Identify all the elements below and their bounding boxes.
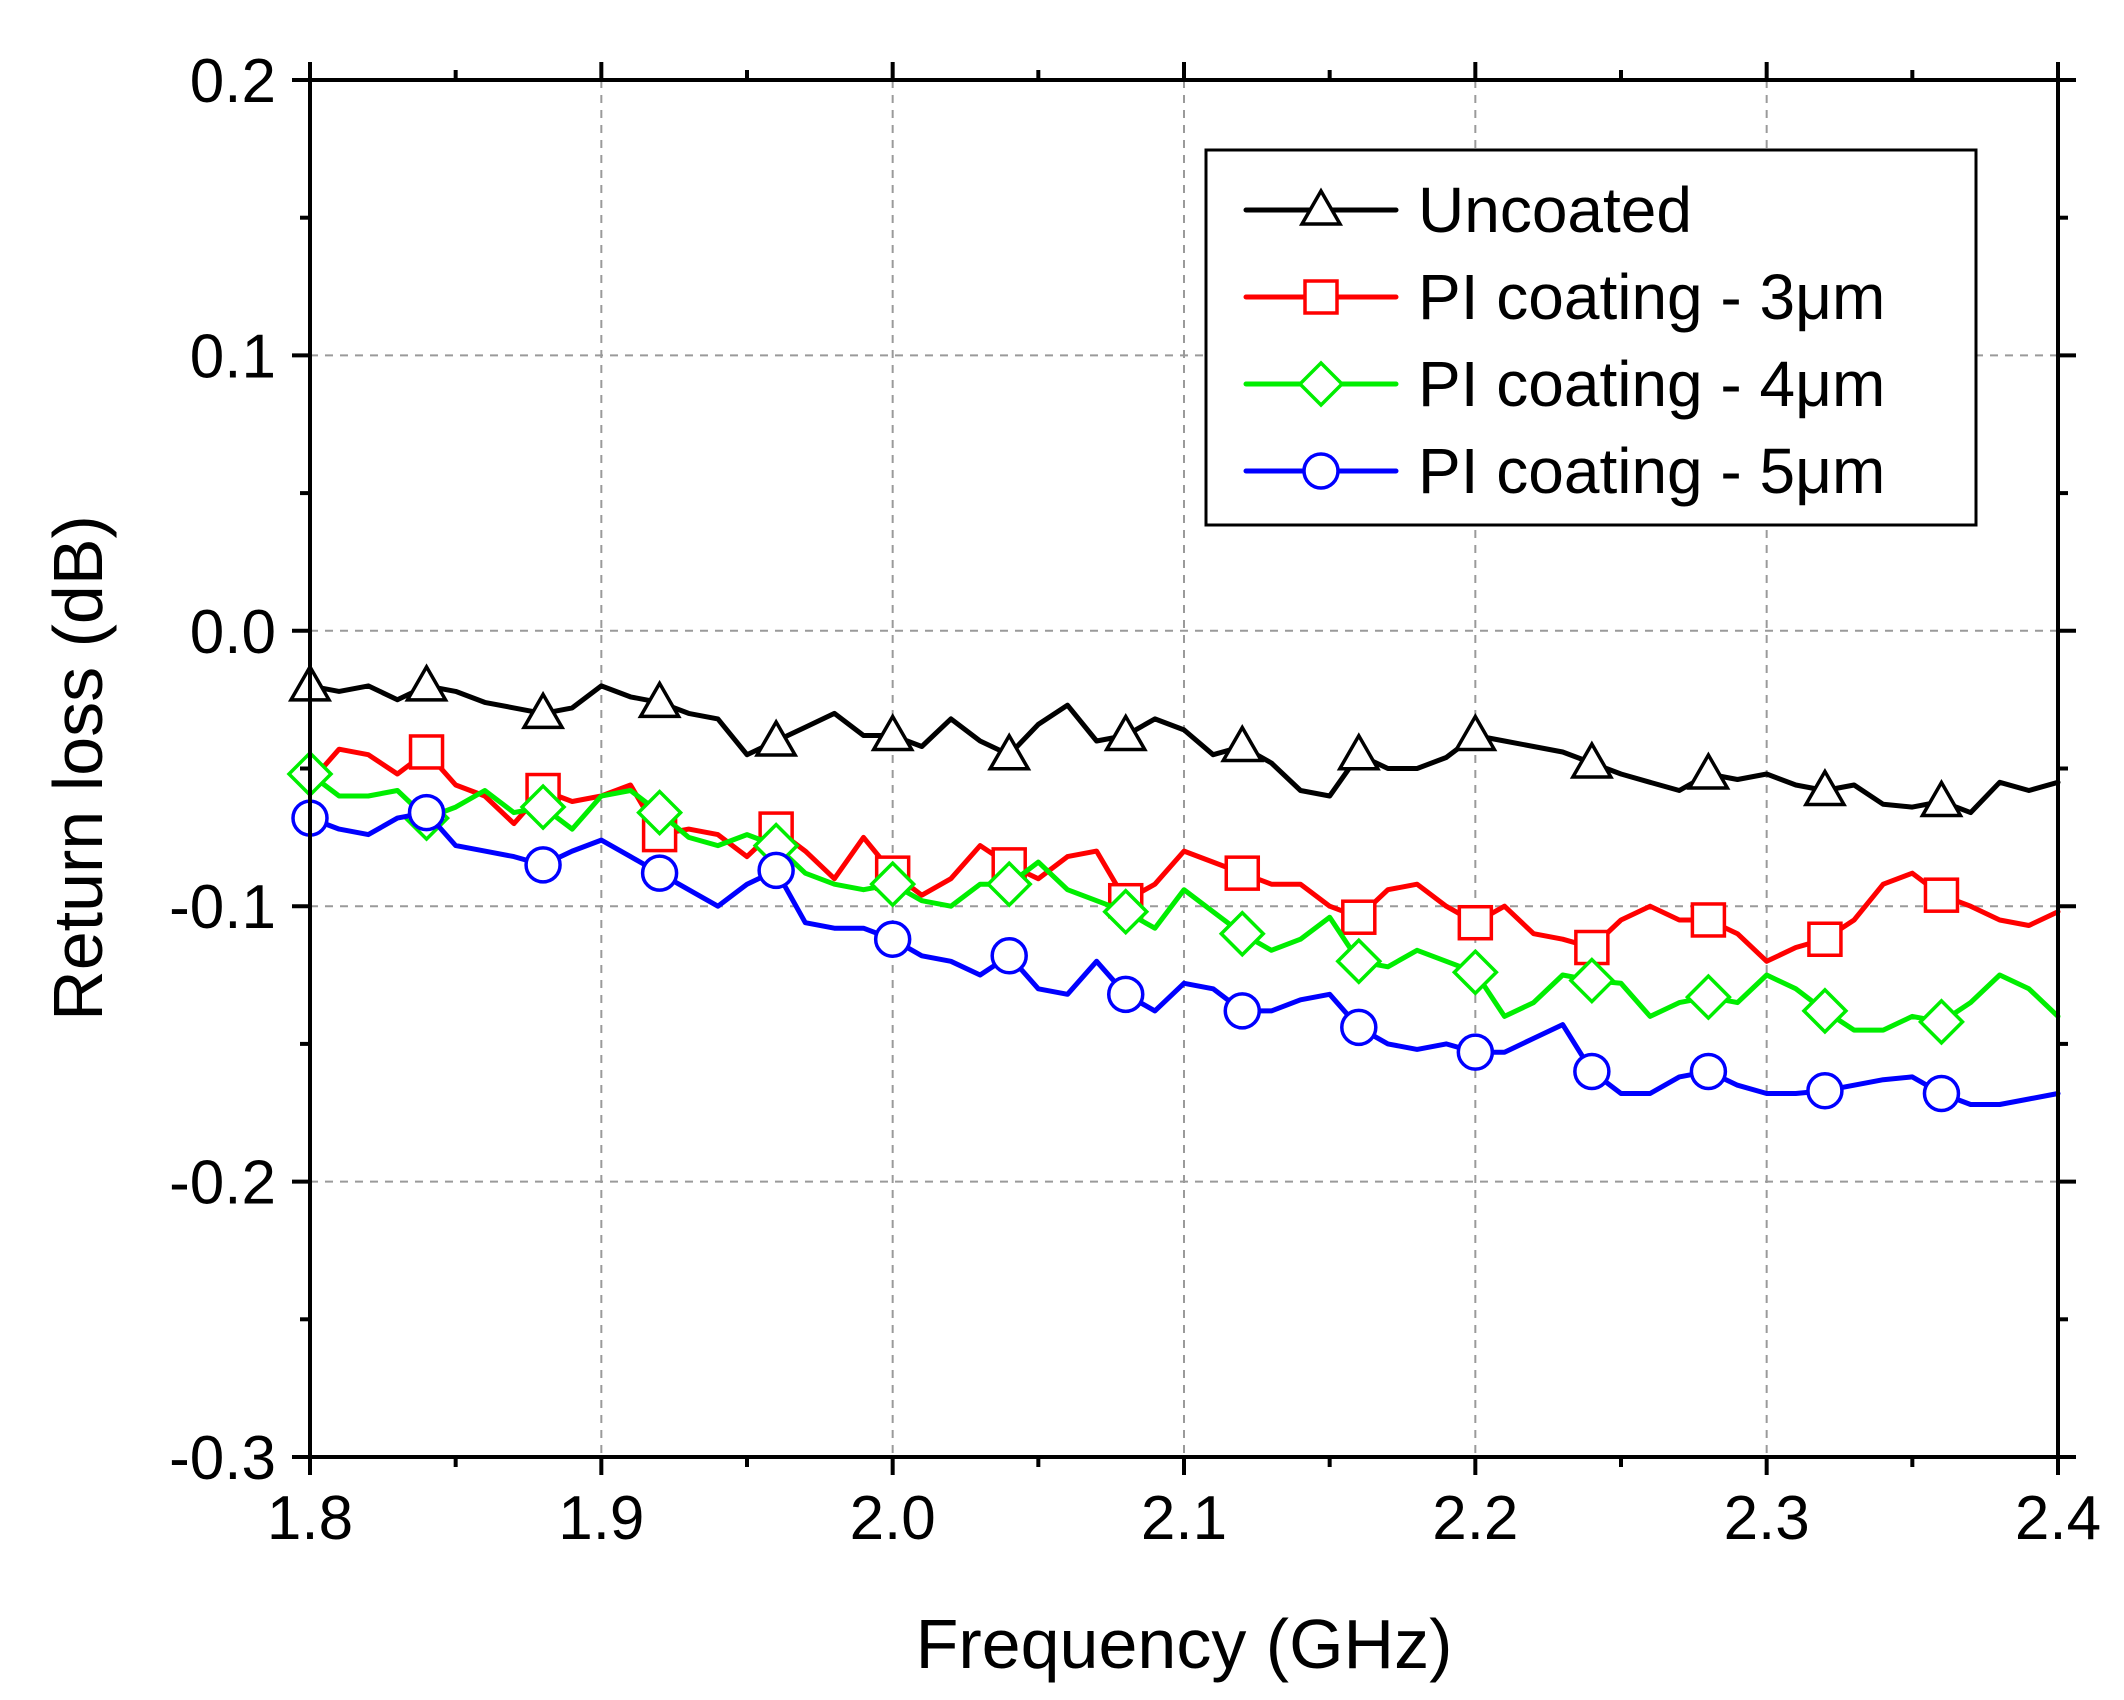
series-3-marker — [1102, 888, 1150, 936]
legend-item: PI coating - 5μm — [1243, 435, 1885, 507]
legend-item: PI coating - 4μm — [1243, 348, 1885, 420]
series-1-marker — [1220, 723, 1265, 763]
series-3 — [286, 750, 2061, 1046]
series-3-marker — [1218, 910, 1266, 958]
axis-ticks — [292, 62, 2076, 1475]
legend-item: PI coating - 3μm — [1243, 261, 1885, 333]
series-4-marker — [990, 937, 1028, 975]
series-4-marker — [1223, 992, 1262, 1030]
series-2-marker — [1923, 877, 1960, 913]
series-1-marker — [1686, 751, 1731, 790]
series-3-marker — [1568, 957, 1616, 1005]
series-1-marker — [521, 690, 566, 730]
series-1 — [287, 663, 2061, 818]
series-4-marker — [1340, 1008, 1378, 1047]
x-tick-label: 1.9 — [558, 1484, 644, 1553]
legend-marker — [1298, 187, 1344, 226]
series-4-marker — [1689, 1052, 1728, 1091]
series-4-marker — [1106, 975, 1145, 1014]
series-4-marker — [1573, 1052, 1611, 1091]
series-layer — [286, 663, 2061, 1113]
series-1-marker — [870, 712, 915, 752]
x-tick-label: 2.0 — [850, 1484, 936, 1553]
series-2-marker — [1807, 921, 1843, 957]
x-tick-label: 1.8 — [267, 1484, 353, 1553]
series-3-marker — [985, 860, 1033, 908]
series-1-marker — [1919, 779, 1964, 818]
series-3-marker — [636, 789, 684, 837]
series-2-marker — [408, 734, 445, 770]
x-tick-label: 2.3 — [1724, 1484, 1810, 1553]
y-tick-label: -0.1 — [169, 873, 276, 942]
x-tick-label: 2.4 — [2015, 1484, 2101, 1553]
x-tick-label: 2.1 — [1141, 1484, 1227, 1553]
y-axis-title: Return loss (dB) — [39, 515, 117, 1021]
series-3-marker — [1801, 987, 1849, 1035]
legend-label: PI coating - 5μm — [1418, 435, 1885, 507]
series-4-marker — [524, 846, 562, 884]
y-tick-label: 0.2 — [190, 47, 276, 116]
series-4 — [291, 793, 2061, 1113]
series-4-marker — [1922, 1074, 1961, 1113]
x-tick-label: 2.2 — [1432, 1484, 1518, 1553]
series-2-marker — [1224, 855, 1261, 891]
legend-label: Uncoated — [1418, 174, 1692, 246]
legend-marker — [1302, 452, 1340, 490]
series-3-marker — [519, 783, 567, 831]
series-2-marker — [1457, 904, 1494, 941]
series-1-marker — [1453, 712, 1498, 752]
legend-marker — [1297, 360, 1345, 408]
series-3-line — [307, 771, 2061, 1033]
y-tick-label: -0.3 — [169, 1424, 276, 1493]
series-1-marker — [637, 679, 682, 719]
series-1-marker — [1336, 732, 1381, 771]
series-4-line — [307, 810, 2061, 1107]
y-tick-label: 0.1 — [190, 322, 276, 391]
series-3-marker — [1335, 937, 1383, 985]
series-1-marker — [1569, 740, 1614, 779]
series-2-line — [307, 746, 2061, 964]
series-4-marker — [873, 920, 912, 958]
series-1-marker — [987, 732, 1032, 771]
tick-labels: 1.8 1.9 2.0 2.1 2.2 2.3 2.4 -0.3 -0.2 -0.1 0.0 0.1 0… — [169, 47, 2101, 1553]
legend-marker — [1303, 279, 1339, 315]
series-3-marker — [1451, 948, 1499, 996]
series-2-marker — [1341, 899, 1377, 935]
series-1-marker — [754, 718, 799, 757]
series-4-marker — [757, 851, 795, 890]
series-3-marker — [869, 860, 917, 908]
series-1-line — [307, 683, 2061, 816]
series-1-marker — [404, 663, 449, 702]
series-2-marker — [1690, 902, 1727, 938]
y-tick-label: -0.2 — [169, 1149, 276, 1218]
series-1-marker — [1802, 768, 1847, 807]
y-tick-label: 0.0 — [190, 598, 276, 667]
series-3-marker — [1684, 973, 1732, 1021]
series-1-marker — [1103, 712, 1148, 752]
legend-label: PI coating - 3μm — [1418, 261, 1885, 333]
series-4-marker — [640, 854, 679, 892]
legend-label: PI coating - 4μm — [1418, 348, 1885, 420]
series-3-marker — [1917, 998, 1965, 1046]
series-4-marker — [407, 793, 446, 832]
series-4-marker — [1806, 1071, 1844, 1110]
legend-item: Uncoated — [1243, 174, 1692, 246]
x-axis-title: Frequency (GHz) — [916, 1605, 1453, 1683]
series-4-marker — [1456, 1033, 1495, 1071]
legend: Uncoated PI coating - 3μm PI coating - 4μm… — [1204, 148, 1978, 527]
